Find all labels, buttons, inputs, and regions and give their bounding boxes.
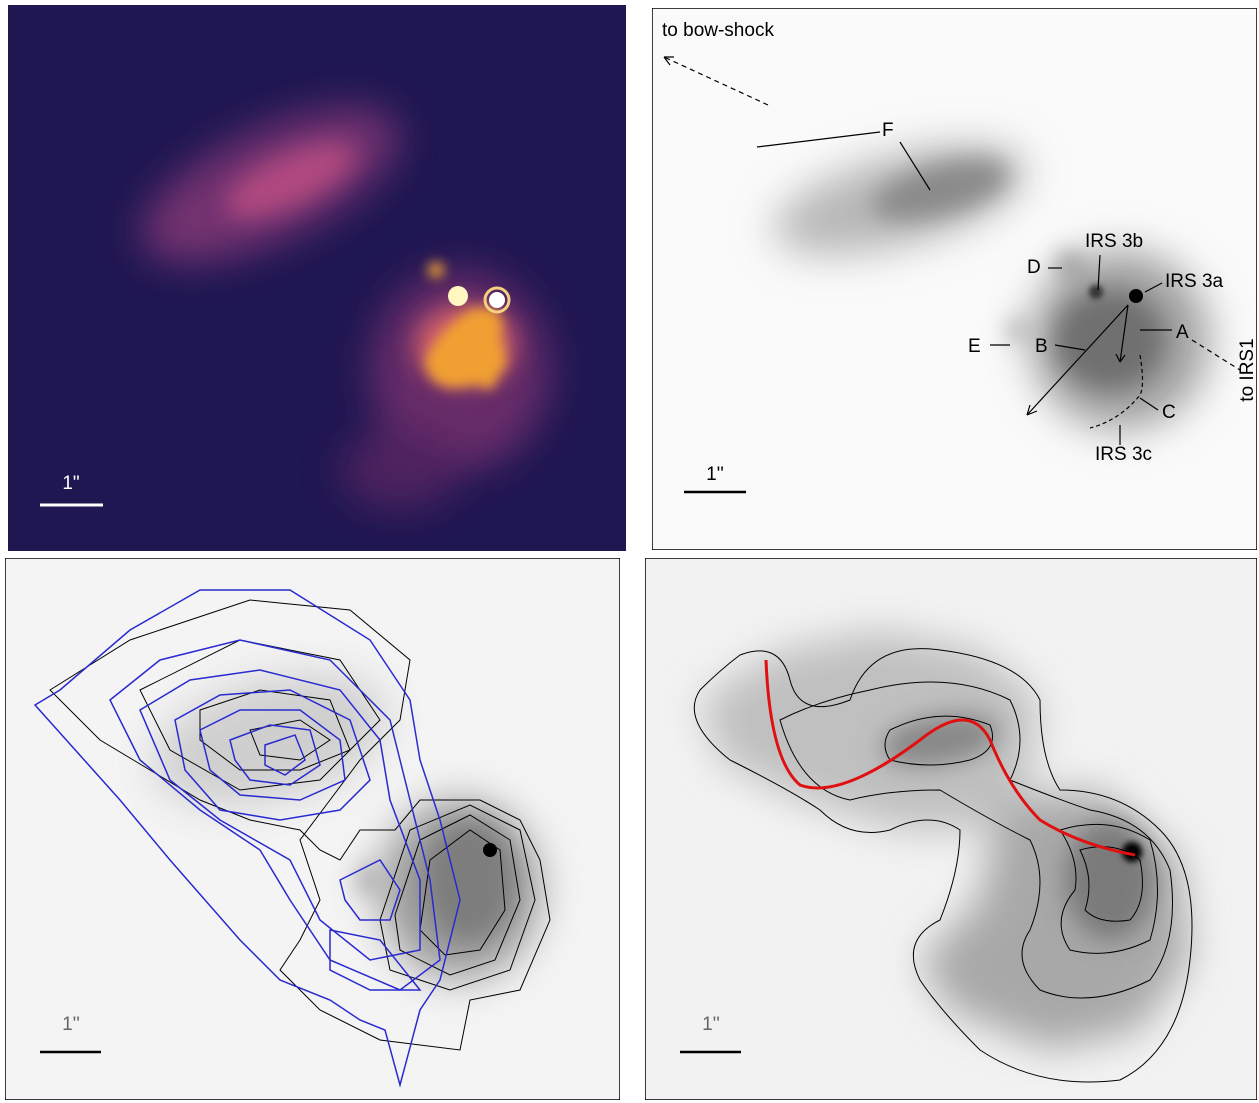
scale-label: 1'' [702, 1014, 720, 1035]
panel-false-color: 1" [8, 5, 626, 551]
annotation: E [968, 336, 981, 357]
annotation: IRS 3b [1085, 231, 1143, 252]
panel-smoothed: 1'' [645, 558, 1257, 1100]
annotation: D [1027, 257, 1041, 278]
panel-contours: 1'' [5, 558, 620, 1100]
annotation: A [1176, 322, 1189, 343]
scale-label: 1'' [706, 464, 724, 485]
annotation: C [1162, 402, 1176, 423]
annotation: to bow-shock [662, 20, 774, 41]
panel-annotated: to bow-shock F IRS 3b D IRS 3a E B A to … [652, 8, 1258, 550]
scale-label: 1" [62, 473, 79, 494]
annotation: B [1035, 336, 1048, 357]
annotation: IRS 3c [1095, 444, 1152, 465]
annotation: IRS 3a [1165, 271, 1224, 292]
scale-label: 1'' [62, 1014, 80, 1035]
annotation: to IRS1 [1237, 338, 1258, 401]
annotation: F [882, 120, 894, 141]
